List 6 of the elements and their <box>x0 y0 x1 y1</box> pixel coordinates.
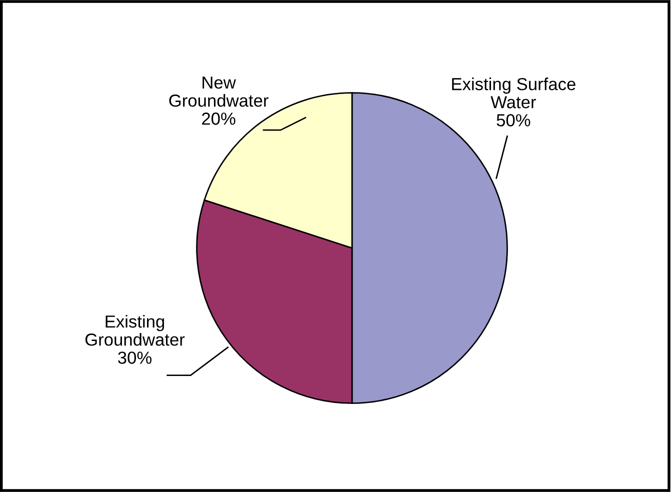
data-label: 30% <box>118 352 152 364</box>
data-label: 20% <box>202 112 236 125</box>
slice-label: New Groundwater <box>169 76 268 107</box>
slice-label: Existing Surface Water <box>452 78 576 108</box>
slice-label: Existing Groundwater <box>85 314 185 346</box>
data-label: 50% <box>496 114 530 126</box>
